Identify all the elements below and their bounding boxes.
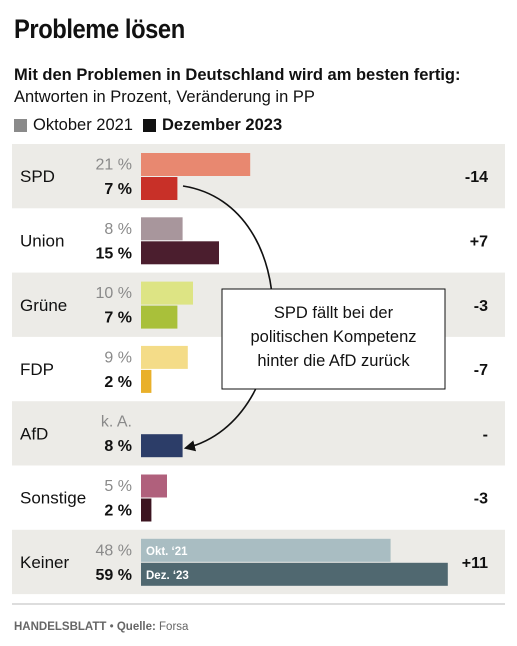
inbar-label-2021: Okt. ‘21 [146,546,188,558]
footer-brand: HANDELSBLATT [14,621,107,633]
footer-source-text: Forsa [155,621,189,633]
legend: Oktober 2021 Dezember 2023 [14,116,292,135]
legend-swatch-2021 [14,119,27,132]
change-value-fdp: -7 [474,362,488,379]
value-label-2021-spd: 21 % [96,157,132,174]
legend-item-2021: Oktober 2021 [14,116,133,135]
value-label-2021-afd: k. A. [101,414,132,431]
bar-2021-keiner [141,538,391,562]
value-label-2021-gruene: 10 % [96,285,132,302]
value-label-2023-spd: 7 % [104,181,132,198]
category-label-spd: SPD [20,167,55,186]
bar-2021-spd [141,153,251,176]
value-label-2023-gruene: 7 % [104,310,132,327]
change-value-spd: -14 [465,169,488,186]
value-label-2023-afd: 8 % [104,438,132,455]
value-label-2023-fdp: 2 % [104,374,132,391]
source-footer: HANDELSBLATT • Quelle: Forsa [14,621,188,633]
value-label-2021-union: 8 % [104,221,132,238]
row-background-spd [12,144,505,209]
legend-swatch-2023 [142,119,156,132]
legend-label-2023: Dezember 2023 [161,116,283,134]
inbar-label-2023: Dez. ‘23 [146,570,189,582]
subtitle-bold: Mit den Problemen in Deutschland wird am… [14,66,461,84]
value-label-2021-keiner: 48 % [96,542,132,559]
annotation-text-line-3: hinter die AfD zurück [257,352,410,370]
change-value-keiner: +11 [462,555,488,572]
category-label-keiner: Keiner [20,553,69,572]
legend-item-2023: Dezember 2023 [142,116,283,135]
value-label-2023-keiner: 59 % [96,567,132,584]
bar-2021-gruene [141,281,193,305]
category-label-sonstige: Sonstige [20,489,86,508]
category-label-fdp: FDP [20,360,54,379]
change-value-sonstige: -3 [474,491,488,508]
bar-2023-union [141,241,219,265]
chart-title: Probleme lösen [14,14,185,44]
row-background-afd [12,401,505,466]
bar-2023-keiner [141,562,448,586]
change-value-gruene: -3 [474,298,488,315]
bar-2023-spd [141,177,178,200]
value-label-2021-sonstige: 5 % [104,478,132,495]
value-label-2023-union: 15 % [96,245,132,262]
value-label-2021-fdp: 9 % [104,349,132,366]
annotation-text-line-1: SPD fällt bei der [274,304,394,322]
bar-2021-union [141,217,183,241]
annotation-text-line-2: politischen Kompetenz [250,328,416,346]
bar-2021-fdp [141,345,188,369]
footer-separator: • [106,621,117,633]
footer-source-label: Quelle: [116,621,156,633]
bar-2021-sonstige [141,474,167,498]
bar-2023-sonstige [141,498,152,522]
category-label-gruene: Grüne [20,296,67,315]
legend-label-2021: Oktober 2021 [33,116,133,134]
bar-2023-fdp [141,369,152,393]
change-value-afd: - [483,426,488,443]
chart-subtitle: Mit den Problemen in Deutschland wird am… [14,64,504,108]
category-label-union: Union [20,231,64,250]
subtitle-rest: Antworten in Prozent, Veränderung in PP [14,88,315,106]
category-label-afd: AfD [20,424,48,443]
bar-2023-afd [141,434,183,458]
bar-2023-gruene [141,305,178,329]
change-value-union: +7 [470,233,488,250]
value-label-2023-sonstige: 2 % [104,503,132,520]
annotation-box [221,288,446,390]
